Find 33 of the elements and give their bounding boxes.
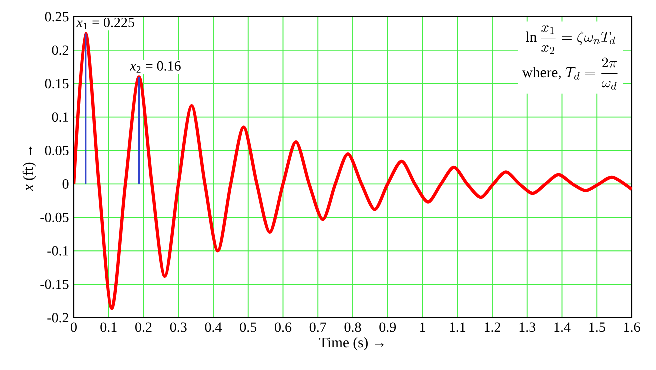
x-tick-label: 0.3 xyxy=(170,322,187,332)
x-tick-label: 1.6 xyxy=(624,322,640,332)
y-tick-label: 0.25 xyxy=(45,12,69,22)
x-tick-label: 0.7 xyxy=(310,322,326,332)
x-tick-label: 1 xyxy=(420,322,426,332)
y-tick-label: -0.1 xyxy=(48,246,68,256)
y-tick-label: 0 xyxy=(62,179,69,189)
annotation: x$_{1}$ = 0.225 xyxy=(76,18,134,30)
x-tick-label: 1.1 xyxy=(450,322,466,332)
x-tick-label: 0.8 xyxy=(344,322,362,332)
y-tick-label: -0.05 xyxy=(40,212,69,222)
x-tick-label: 0.5 xyxy=(240,322,257,332)
x-tick-label: 0.2 xyxy=(136,322,152,332)
x-axis-title: Time (s) → xyxy=(319,337,384,351)
x-tick-label: 0.1 xyxy=(100,322,117,332)
annotation: $\mbox{where, }T_d=\frac{2\pi}{\omega_d}$ xyxy=(522,58,618,90)
x-tick-label: 1.4 xyxy=(554,322,571,332)
x-tick-label: 1.2 xyxy=(484,322,500,332)
x-tick-label: 0.6 xyxy=(275,322,292,332)
annotation: x$_{2}$ = 0.16 xyxy=(130,61,181,73)
y-tick-label: -0.2 xyxy=(48,313,69,323)
y-tick-label: -0.15 xyxy=(40,280,69,290)
x-tick-label: 0.4 xyxy=(205,322,222,332)
x-tick-label: 0 xyxy=(71,322,77,332)
x-tick-label: 1.5 xyxy=(590,322,606,332)
x-tick-label: 1.3 xyxy=(520,322,536,332)
y-tick-label: 0.15 xyxy=(45,79,69,89)
y-tick-label: 0.1 xyxy=(52,112,68,122)
annotation: $\ln\frac{x_1}{x_2}=\zeta\omega_n T_d$ xyxy=(526,26,616,54)
y-tick-label: 0.2 xyxy=(52,46,69,56)
y-axis-title: x (ft) → xyxy=(22,146,36,192)
x-tick-label: 0.9 xyxy=(380,322,396,332)
y-tick-label: 0.05 xyxy=(45,146,69,156)
